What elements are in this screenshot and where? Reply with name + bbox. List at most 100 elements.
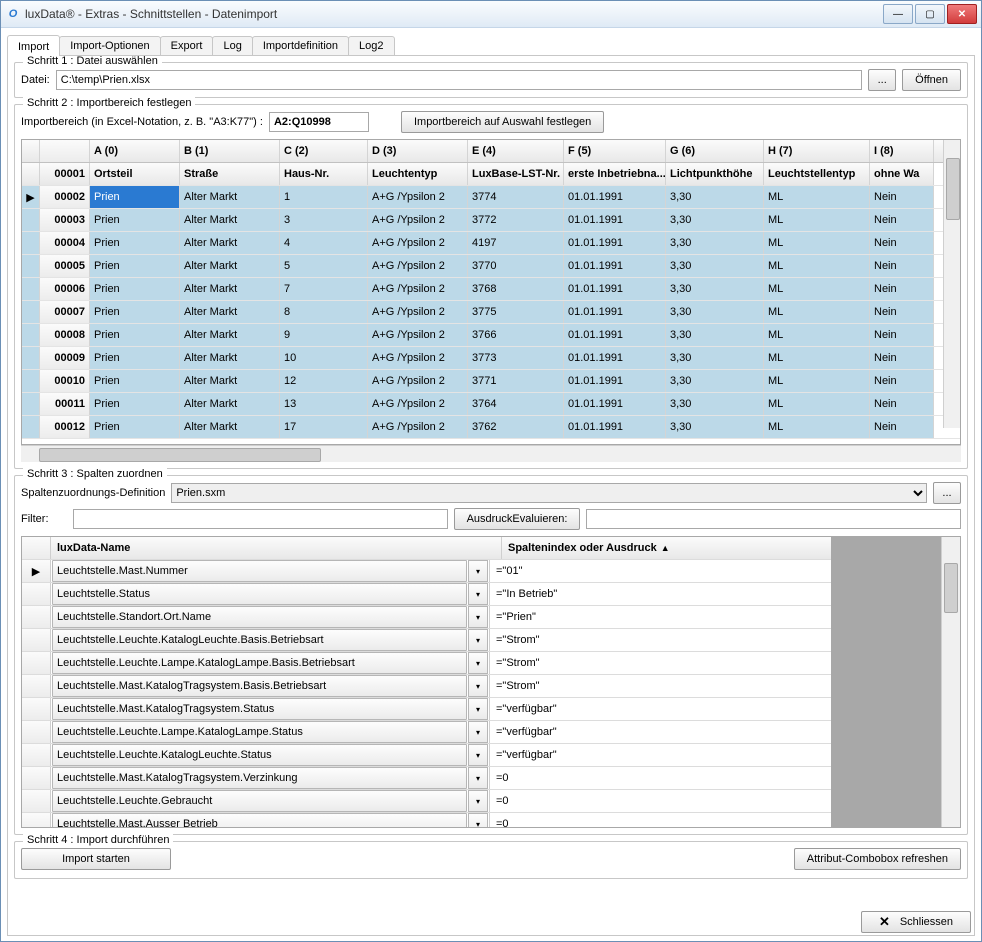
tab-import[interactable]: Import [7,35,60,56]
minimize-button[interactable]: — [883,4,913,24]
mapping-expr-cell[interactable]: ="In Betrieb" [490,583,831,605]
table-row[interactable]: 00003PrienAlter Markt3A+G /Ypsilon 23772… [22,209,960,232]
close-dialog-button[interactable]: ✕ Schliessen [861,911,971,933]
mapping-name-field[interactable]: Leuchtstelle.Leuchte.Gebraucht [52,790,467,812]
dropdown-icon[interactable]: ▾ [468,790,488,812]
mapping-row[interactable]: Leuchtstelle.Mast.Ausser Betrieb▾=0 [22,813,831,827]
mapping-row[interactable]: Leuchtstelle.Mast.KatalogTragsystem.Stat… [22,698,831,721]
col-header[interactable]: D (3) [368,140,468,162]
table-row[interactable]: 00010PrienAlter Markt12A+G /Ypsilon 2377… [22,370,960,393]
mapping-name-field[interactable]: Leuchtstelle.Mast.Ausser Betrieb [52,813,467,827]
mapping-row[interactable]: Leuchtstelle.Leuchte.Lampe.KatalogLampe.… [22,721,831,744]
filter-input[interactable] [73,509,448,529]
mapping-row[interactable]: Leuchtstelle.Standort.Ort.Name▾="Prien" [22,606,831,629]
dropdown-icon[interactable]: ▾ [468,721,488,743]
table-row[interactable]: 00007PrienAlter Markt8A+G /Ypsilon 23775… [22,301,960,324]
col-header[interactable]: E (4) [468,140,564,162]
grid-hscroll[interactable] [21,445,961,462]
mapping-expr-cell[interactable]: ="Strom" [490,675,831,697]
dropdown-icon[interactable]: ▾ [468,767,488,789]
table-row[interactable]: 00012PrienAlter Markt17A+G /Ypsilon 2376… [22,416,960,439]
col-header[interactable]: G (6) [666,140,764,162]
table-row[interactable]: 00009PrienAlter Markt10A+G /Ypsilon 2377… [22,347,960,370]
mapping-name-field[interactable]: Leuchtstelle.Mast.Nummer [52,560,467,582]
tab-export[interactable]: Export [160,36,214,55]
apply-range-button[interactable]: Importbereich auf Auswahl festlegen [401,111,604,133]
mapping-row[interactable]: Leuchtstelle.Leuchte.Gebraucht▾=0 [22,790,831,813]
mapping-row[interactable]: Leuchtstelle.Leuchte.KatalogLeuchte.Basi… [22,629,831,652]
mapping-row[interactable]: Leuchtstelle.Status▾="In Betrieb" [22,583,831,606]
mapping-row[interactable]: Leuchtstelle.Mast.KatalogTragsystem.Basi… [22,675,831,698]
mapping-vscroll[interactable] [941,537,960,827]
mapping-name-field[interactable]: Leuchtstelle.Standort.Ort.Name [52,606,467,628]
dropdown-icon[interactable]: ▾ [468,652,488,674]
mapping-row[interactable]: Leuchtstelle.Leuchte.Lampe.KatalogLampe.… [22,652,831,675]
table-row[interactable]: 00005PrienAlter Markt5A+G /Ypsilon 23770… [22,255,960,278]
mapping-name-field[interactable]: Leuchtstelle.Leuchte.Lampe.KatalogLampe.… [52,652,467,674]
tab-importdefinition[interactable]: Importdefinition [252,36,349,55]
mapping-name-field[interactable]: Leuchtstelle.Status [52,583,467,605]
tab-log[interactable]: Log [212,36,252,55]
grid-vscroll[interactable] [943,140,960,428]
refresh-combobox-button[interactable]: Attribut-Combobox refreshen [794,848,961,870]
start-import-button[interactable]: Import starten [21,848,171,870]
mapping-name-field[interactable]: Leuchtstelle.Leuchte.KatalogLeuchte.Stat… [52,744,467,766]
browse-file-button[interactable]: ... [868,69,896,91]
col-header[interactable]: H (7) [764,140,870,162]
tab-log2[interactable]: Log2 [348,36,394,55]
open-file-button[interactable]: Öffnen [902,69,961,91]
definition-combo[interactable]: Prien.sxm [171,483,927,503]
dropdown-icon[interactable]: ▾ [468,698,488,720]
table-row[interactable]: 00006PrienAlter Markt7A+G /Ypsilon 23768… [22,278,960,301]
table-row[interactable]: ▶00002PrienAlter Markt1A+G /Ypsilon 2377… [22,186,960,209]
mapping-expr-cell[interactable]: ="verfügbar" [490,721,831,743]
mapping-grid[interactable]: luxData-NameSpaltenindex oder Ausdruck▲▶… [21,536,961,828]
col-header[interactable]: C (2) [280,140,368,162]
mapping-expr-cell[interactable]: ="Strom" [490,652,831,674]
mapping-expr-cell[interactable]: =0 [490,767,831,789]
dropdown-icon[interactable]: ▾ [468,560,488,582]
maximize-button[interactable]: ▢ [915,4,945,24]
mapping-expr-cell[interactable]: =0 [490,813,831,827]
mapping-expr-cell[interactable]: =0 [490,790,831,812]
mapping-expr-cell[interactable]: ="01" [490,560,831,582]
dropdown-icon[interactable]: ▾ [468,629,488,651]
titlebar[interactable]: O luxData® - Extras - Schnittstellen - D… [1,1,981,28]
data-grid[interactable]: A (0)B (1)C (2)D (3)E (4)F (5)G (6)H (7)… [21,139,961,445]
mapping-row[interactable]: ▶Leuchtstelle.Mast.Nummer▾="01" [22,560,831,583]
table-row[interactable]: 00008PrienAlter Markt9A+G /Ypsilon 23766… [22,324,960,347]
mapping-name-field[interactable]: Leuchtstelle.Leuchte.KatalogLeuchte.Basi… [52,629,467,651]
mapping-expr-cell[interactable]: ="verfügbar" [490,698,831,720]
close-button[interactable]: ✕ [947,4,977,24]
table-row[interactable]: 00011PrienAlter Markt13A+G /Ypsilon 2376… [22,393,960,416]
col-header[interactable]: A (0) [90,140,180,162]
col-header[interactable]: F (5) [564,140,666,162]
mapping-expr-cell[interactable]: ="Prien" [490,606,831,628]
mapping-name-field[interactable]: Leuchtstelle.Mast.KatalogTragsystem.Basi… [52,675,467,697]
table-row[interactable]: 00004PrienAlter Markt4A+G /Ypsilon 24197… [22,232,960,255]
evaluate-output[interactable] [586,509,961,529]
mapping-row[interactable]: Leuchtstelle.Leuchte.KatalogLeuchte.Stat… [22,744,831,767]
dropdown-icon[interactable]: ▾ [468,813,488,827]
file-input[interactable] [56,70,862,90]
mapping-expr-cell[interactable]: ="verfügbar" [490,744,831,766]
mapping-name-field[interactable]: Leuchtstelle.Mast.KatalogTragsystem.Stat… [52,698,467,720]
tab-import-optionen[interactable]: Import-Optionen [59,36,160,55]
range-input[interactable] [269,112,369,132]
mapping-expr-cell[interactable]: ="Strom" [490,629,831,651]
col-header[interactable]: I (8) [870,140,934,162]
mapping-name-field[interactable]: Leuchtstelle.Leuchte.Lampe.KatalogLampe.… [52,721,467,743]
dropdown-icon[interactable]: ▾ [468,744,488,766]
mapping-name-field[interactable]: Leuchtstelle.Mast.KatalogTragsystem.Verz… [52,767,467,789]
col-header[interactable]: B (1) [180,140,280,162]
dropdown-icon[interactable]: ▾ [468,606,488,628]
map-col-expr[interactable]: Spaltenindex oder Ausdruck▲ [502,537,831,559]
dropdown-icon[interactable]: ▾ [468,583,488,605]
dropdown-icon[interactable]: ▾ [468,675,488,697]
map-col-name[interactable]: luxData-Name [51,537,502,559]
table-row[interactable]: 00001OrtsteilStraßeHaus-Nr.LeuchtentypLu… [22,163,960,186]
cell: 1 [280,186,368,208]
mapping-row[interactable]: Leuchtstelle.Mast.KatalogTragsystem.Verz… [22,767,831,790]
browse-def-button[interactable]: ... [933,482,961,504]
evaluate-button[interactable]: AusdruckEvaluieren: [454,508,581,530]
